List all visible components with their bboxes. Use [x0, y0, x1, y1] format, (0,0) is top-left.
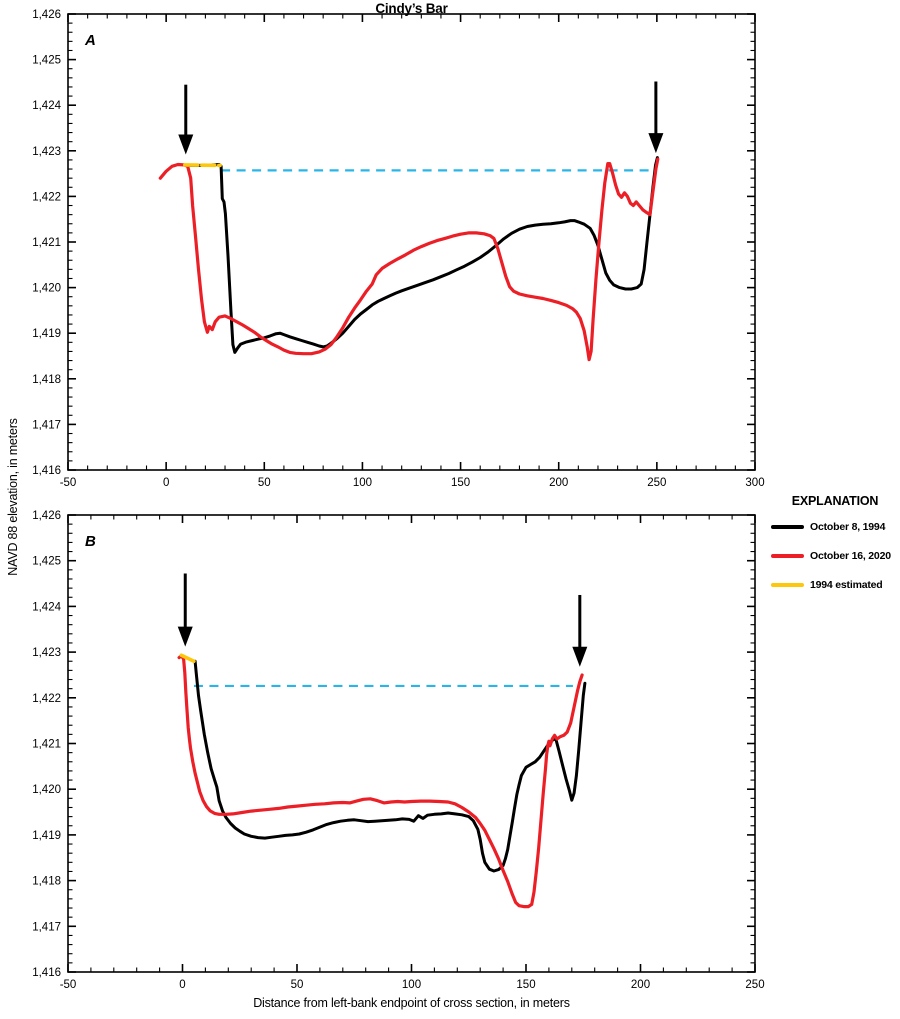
y-tick-label: 1,421 [32, 739, 61, 751]
y-tick-label: 1,419 [32, 328, 61, 340]
x-tick-label: 200 [631, 979, 650, 991]
y-tick-label: 1,423 [32, 146, 61, 158]
legend-item-october-1994: October 8, 1994 [771, 521, 899, 533]
y-tick-label: 1,416 [32, 967, 61, 979]
series-october-2020 [158, 157, 660, 362]
x-tick-label: 200 [549, 477, 568, 489]
legend-item-october-2020: October 16, 2020 [771, 550, 899, 562]
y-axis-label: NAVD 88 elevation, in meters [6, 418, 20, 576]
y-tick-label: 1,424 [32, 100, 61, 112]
series-estimated-1994 [179, 653, 196, 663]
x-tick-label: 0 [179, 979, 185, 991]
legend-title: EXPLANATION [791, 494, 879, 508]
legend-line-swatch-black [771, 525, 804, 529]
y-tick-label: 1,425 [32, 556, 61, 568]
x-tick-label: 300 [745, 477, 764, 489]
endpoint-arrow-head [177, 626, 193, 647]
series-october-1994 [193, 659, 587, 873]
y-tick-label: 1,420 [32, 784, 61, 796]
x-tick-label: 100 [402, 979, 421, 991]
y-tick-label: 1,421 [32, 237, 61, 249]
y-tick-label: 1,416 [32, 465, 61, 477]
x-tick-label: 0 [163, 477, 169, 489]
y-tick-label: 1,417 [32, 419, 61, 431]
y-tick-label: 1,426 [32, 9, 61, 21]
y-tick-label: 1,417 [32, 921, 61, 933]
legend-line-swatch-yellow [771, 583, 804, 587]
legend: EXPLANATION October 8, 1994 October 16, … [771, 494, 899, 608]
y-tick-label: 1,419 [32, 830, 61, 842]
x-tick-label: -50 [60, 979, 77, 991]
y-tick-label: 1,425 [32, 55, 61, 67]
legend-label: October 16, 2020 [810, 550, 891, 562]
y-tick-label: 1,426 [32, 510, 61, 522]
series-estimated-1994 [183, 163, 222, 168]
panel-a-label: A [84, 32, 96, 49]
legend-label: 1994 estimated [810, 579, 883, 591]
x-tick-label: 250 [647, 477, 666, 489]
endpoint-arrow-head [572, 646, 588, 667]
y-tick-label: 1,422 [32, 693, 61, 705]
panel-b-frame [67, 514, 756, 973]
endpoint-arrow-head [648, 133, 664, 154]
endpoint-arrow-head [178, 134, 194, 155]
series-october-1994 [184, 156, 659, 354]
y-tick-label: 1,422 [32, 191, 61, 203]
y-tick-label: 1,420 [32, 283, 61, 295]
panel-a-frame [67, 13, 756, 471]
chart-title: Cindy’s Bar [375, 1, 448, 16]
x-tick-label: 150 [516, 979, 535, 991]
x-tick-label: 150 [451, 477, 470, 489]
y-tick-label: 1,424 [32, 601, 61, 613]
x-tick-label: 100 [353, 477, 372, 489]
y-tick-label: 1,418 [32, 374, 61, 386]
x-axis-label: Distance from left-bank endpoint of cros… [253, 996, 570, 1010]
x-tick-label: 50 [291, 979, 304, 991]
x-tick-label: -50 [60, 477, 77, 489]
x-tick-label: 250 [745, 979, 764, 991]
y-tick-label: 1,423 [32, 647, 61, 659]
legend-label: October 8, 1994 [810, 521, 886, 533]
panel-b-label: B [85, 533, 96, 550]
series-october-2020 [177, 654, 584, 909]
legend-item-1994-estimated: 1994 estimated [771, 579, 899, 591]
y-tick-label: 1,418 [32, 876, 61, 888]
x-tick-label: 50 [258, 477, 271, 489]
legend-line-swatch-red [771, 554, 804, 558]
